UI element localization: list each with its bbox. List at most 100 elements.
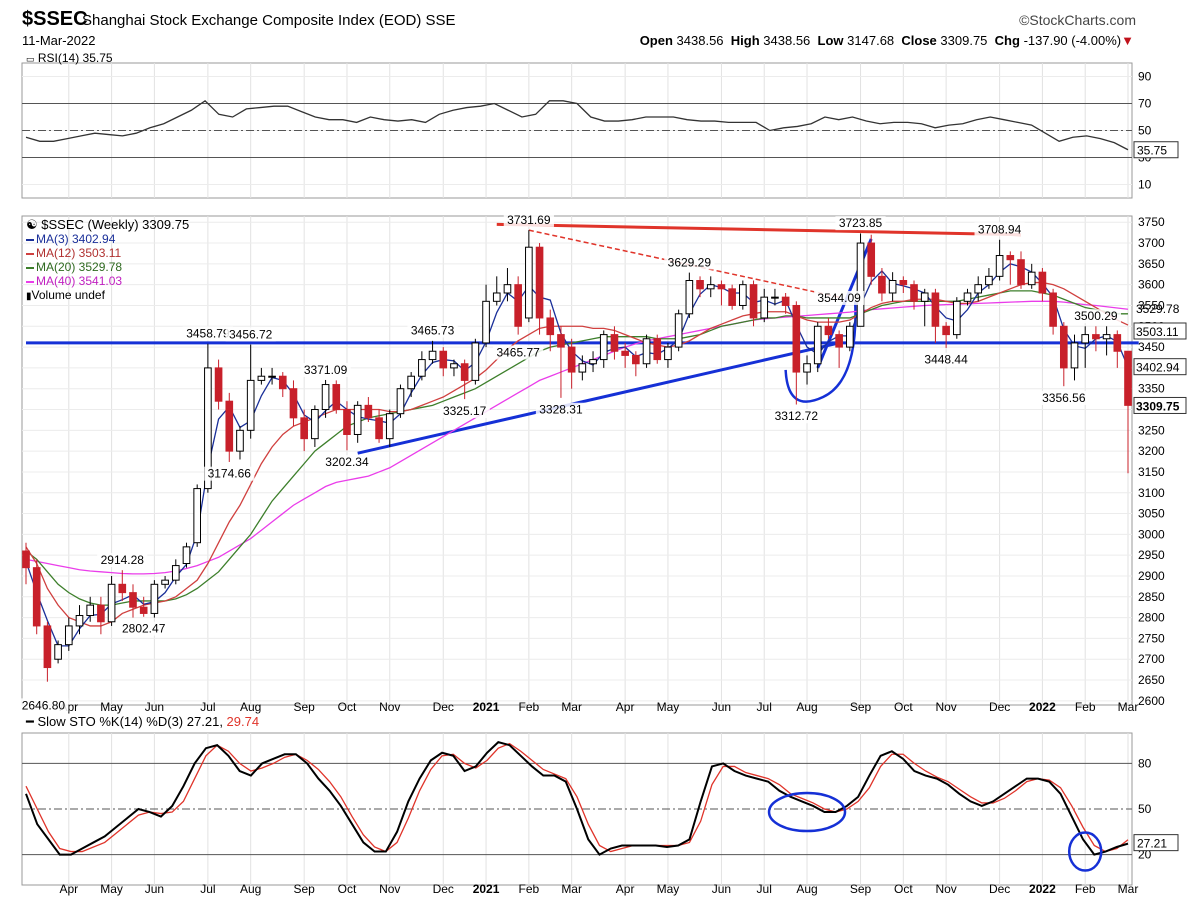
candle-up <box>1081 334 1090 344</box>
candle-down <box>696 280 704 290</box>
price-tick-label: 2650 <box>1138 673 1165 687</box>
price-tick-label: 3200 <box>1138 444 1165 458</box>
change-value: -137.90 (-4.00%) <box>1023 33 1122 48</box>
candle-down <box>300 417 308 440</box>
candle-up <box>856 242 865 327</box>
candle-down <box>1038 271 1047 294</box>
price-right-box <box>1133 322 1187 340</box>
exchange-code: SSE <box>425 12 456 29</box>
candle-down <box>460 363 469 381</box>
price-annotation-label: 3174.66 <box>208 467 252 481</box>
candle-down <box>118 583 127 594</box>
down-arrow-icon: ▼ <box>1121 33 1134 48</box>
price-annotation-label: 2802.47 <box>122 622 166 636</box>
price-annotation-label: 3448.44 <box>924 353 968 367</box>
x-tick-label: Oct <box>894 700 913 714</box>
x-tick-label: Jul <box>757 882 772 896</box>
price-tick-label: 2600 <box>1138 694 1165 708</box>
candle-up <box>236 429 244 452</box>
x-tick-label: Aug <box>796 700 817 714</box>
price-tick-label: 3450 <box>1138 340 1165 354</box>
price-tick-label: 3700 <box>1138 236 1165 250</box>
price-annotation-bg <box>225 327 276 342</box>
close-value: 3309.75 <box>940 33 988 48</box>
x-tick-label: Feb <box>1075 882 1096 896</box>
candle-down <box>717 284 726 290</box>
price-annotation-label: 3500.29 <box>1074 309 1118 323</box>
ma12-legend-label: MA(12) 3503.11 <box>36 246 122 260</box>
price-right-label: 3503.11 <box>1136 325 1179 339</box>
high-value: 3438.56 <box>763 33 811 48</box>
candle-down <box>835 334 843 348</box>
x-tick-label: Dec <box>989 700 1010 714</box>
rsi-tick-label: 10 <box>1138 178 1152 192</box>
brand-link[interactable]: ©StockCharts.com <box>1019 12 1136 28</box>
low-value: 3147.68 <box>847 33 895 48</box>
x-tick-label: Mar <box>561 882 582 896</box>
sto-d-line <box>25 742 1129 853</box>
price-annotation-bg <box>182 326 233 341</box>
ma20-swatch <box>26 266 34 269</box>
candle-up <box>1027 271 1036 286</box>
price-annotation-label: 3708.94 <box>978 222 1022 236</box>
x-tick-label: May <box>100 882 123 896</box>
candle-down <box>653 338 662 361</box>
ma3-line <box>25 263 1129 647</box>
price-annotation-label: 3371.09 <box>304 363 348 377</box>
price-annotation-label: 3356.56 <box>1042 391 1086 405</box>
price-tick-label: 2900 <box>1138 569 1165 583</box>
price-tick-label: 2950 <box>1138 548 1165 562</box>
candle-up <box>589 359 597 365</box>
sto-legend-icon: ━ <box>26 714 34 729</box>
price-annotation-label: 3312.72 <box>775 409 819 423</box>
x-tick-label: May <box>100 700 123 714</box>
price-annotation-label: 3731.69 <box>507 213 551 227</box>
candle-up <box>492 292 501 302</box>
open-value: 3438.56 <box>676 33 724 48</box>
ma20-legend-label: MA(20) 3529.78 <box>36 260 123 274</box>
x-tick-label: 2022 <box>1029 700 1056 714</box>
price-annotation-bg <box>439 404 490 419</box>
candle-down <box>32 567 41 627</box>
candle-up <box>706 284 715 290</box>
candle-up <box>685 280 694 315</box>
candle-down <box>1092 334 1100 340</box>
x-tick-label: Aug <box>796 882 817 896</box>
x-tick-label: Apr <box>59 882 78 896</box>
candle-down <box>632 354 640 365</box>
x-tick-label: Feb <box>519 700 540 714</box>
sto-tick-label: 50 <box>1138 802 1152 816</box>
x-tick-label: May <box>657 882 680 896</box>
candle-down <box>1113 334 1122 352</box>
index-full-name: Shanghai Stock Exchange Composite Index … <box>82 12 422 29</box>
volume-icon: ▮ <box>26 291 32 302</box>
x-tick-label: Mar <box>561 700 582 714</box>
candle-up <box>578 363 587 373</box>
candle-down <box>546 317 555 336</box>
red-trendline <box>528 229 840 298</box>
x-tick-label: Oct <box>338 882 357 896</box>
price-right-box <box>1133 358 1187 376</box>
ma12-swatch <box>26 252 34 255</box>
price-annotation-label: 3465.73 <box>411 324 455 338</box>
ma3-legend-label: MA(3) 3402.94 <box>36 232 116 246</box>
candle-down <box>824 325 833 336</box>
candle-down <box>514 284 522 327</box>
price-legend: ☯ $SSEC (Weekly) 3309.75 MA(3) 3402.94 M… <box>26 218 189 304</box>
candle-up <box>54 644 62 660</box>
x-tick-label: Mar <box>1118 882 1139 896</box>
x-tick-label: Nov <box>379 700 400 714</box>
candle-down <box>910 284 918 302</box>
candle-up <box>995 255 1004 277</box>
price-annotation-bg <box>18 698 69 713</box>
sto-circle-annotation <box>1067 831 1103 872</box>
x-tick-label: Oct <box>338 700 357 714</box>
candle-down <box>792 304 801 373</box>
candle-up <box>246 379 255 431</box>
ma3-swatch <box>26 238 34 241</box>
blue-cup-annotation <box>784 301 857 403</box>
candle-up <box>268 375 276 378</box>
candle-up <box>418 359 426 377</box>
sto-last-box <box>1133 834 1179 852</box>
price-annotation-bg <box>974 222 1025 237</box>
